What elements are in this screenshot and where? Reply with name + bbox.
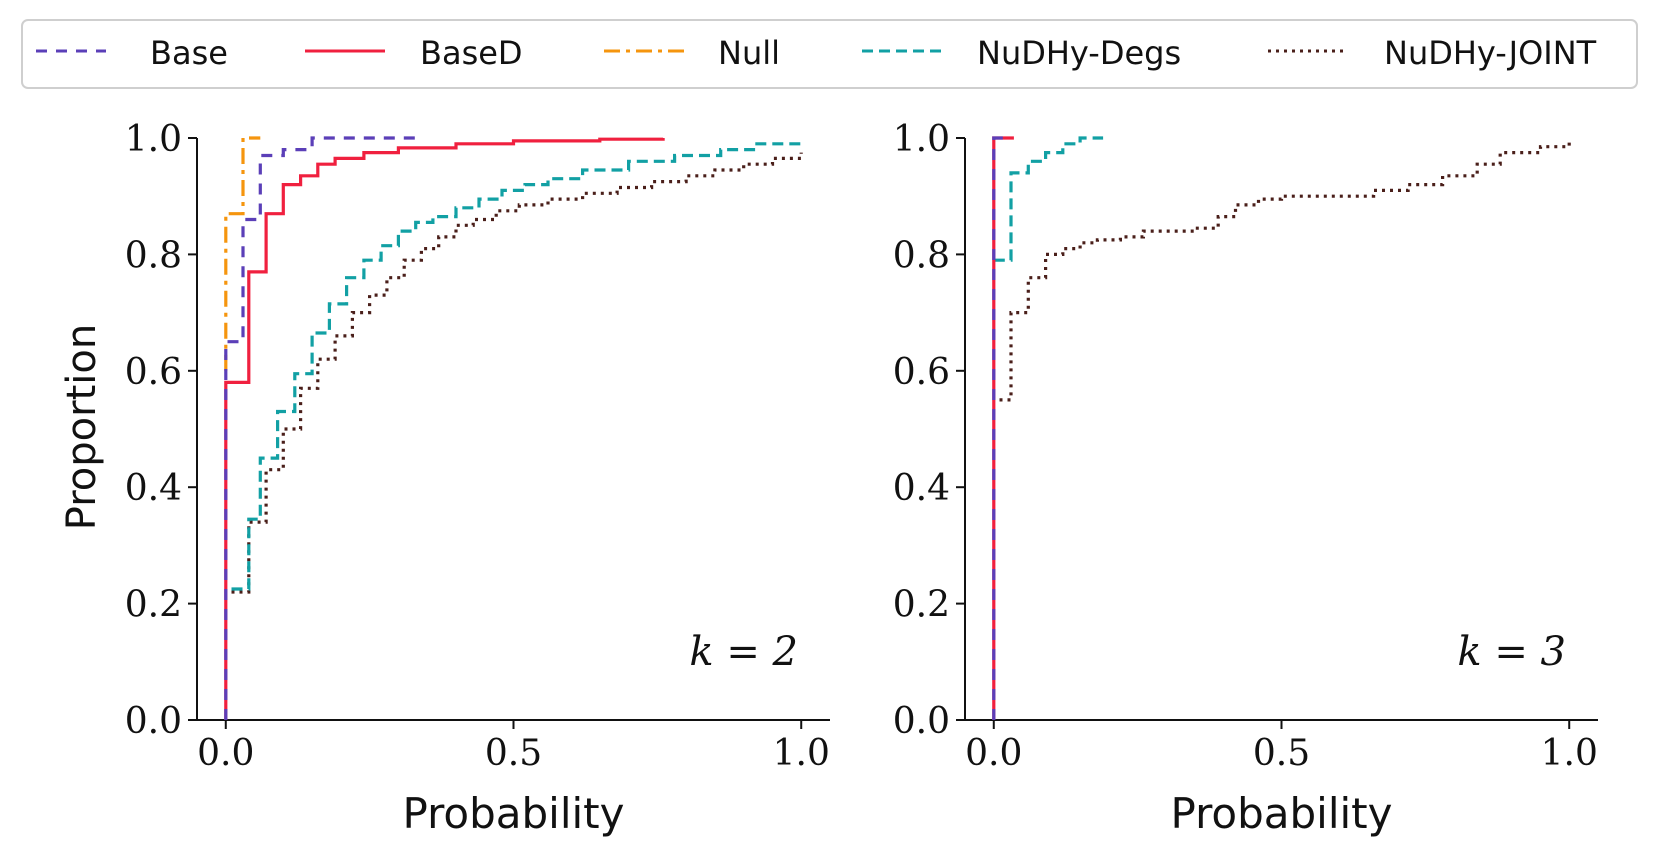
- panel-label: k = 2: [689, 629, 798, 675]
- x-tick-label: 0.5: [485, 733, 542, 774]
- series-line-nudhy-joint: [231, 152, 803, 594]
- x-tick-label: 0.0: [965, 733, 1022, 774]
- legend-entry-nudhy-degs: NuDHy-Degs: [862, 34, 1181, 72]
- y-tick-label: 0.2: [125, 585, 182, 626]
- legend: Base BaseD Null NuDHy-Degs NuDHy-JOINT: [21, 19, 1638, 89]
- y-tick-label: 1.0: [125, 119, 182, 160]
- legend-label-based: BaseD: [420, 34, 523, 72]
- x-tick-label: 0.0: [197, 733, 254, 774]
- legend-entry-based: BaseD: [305, 34, 523, 72]
- series-line-base: [992, 136, 1011, 720]
- legend-label-base: Base: [150, 34, 228, 72]
- y-tick-label: 0.6: [893, 352, 950, 393]
- y-tick-label: 1.0: [893, 119, 950, 160]
- y-tick-label: 0.4: [893, 468, 950, 509]
- series-line-nudhy-degs: [993, 136, 1104, 262]
- y-tick-label: 0.0: [893, 701, 950, 742]
- series-line-based: [224, 137, 665, 720]
- y-tick-label: 0.8: [893, 235, 950, 276]
- legend-label-nudhy-degs: NuDHy-Degs: [977, 34, 1181, 72]
- x-axis-label: Probability: [402, 789, 624, 838]
- y-tick-label: 0.8: [125, 235, 182, 276]
- series-line-nudhy-degs: [231, 140, 803, 591]
- x-tick-label: 1.0: [773, 733, 830, 774]
- legend-entry-base: Base: [36, 34, 228, 72]
- panel-k2: 0.0 0.2 0.4 0.6 0.8 1.0 0.0 0.5 1.0 Probability k …: [125, 119, 830, 838]
- y-tick-label: 0.4: [125, 468, 182, 509]
- x-tick-label: 0.5: [1253, 733, 1310, 774]
- y-tick-label: 0.2: [893, 585, 950, 626]
- series-line-nudhy-joint: [999, 138, 1571, 402]
- series-line-base: [224, 136, 416, 720]
- y-axis-label: Proportion: [59, 324, 105, 530]
- legend-frame: [21, 19, 1638, 89]
- panel-label: k = 3: [1457, 629, 1566, 675]
- legend-entry-nudhy-joint: NuDHy-JOINT: [1268, 34, 1597, 72]
- y-tick-label: 0.0: [125, 701, 182, 742]
- legend-entry-null: Null: [604, 34, 780, 72]
- panel-k3: 0.0 0.2 0.4 0.6 0.8 1.0 0.0 0.5 1.0 Probability k …: [893, 119, 1598, 838]
- y-tick-label: 0.6: [125, 352, 182, 393]
- legend-label-nudhy-joint: NuDHy-JOINT: [1384, 34, 1597, 72]
- series-line-null: [224, 136, 261, 371]
- legend-label-null: Null: [718, 34, 780, 72]
- x-axis-label: Probability: [1170, 789, 1392, 838]
- x-tick-label: 1.0: [1541, 733, 1598, 774]
